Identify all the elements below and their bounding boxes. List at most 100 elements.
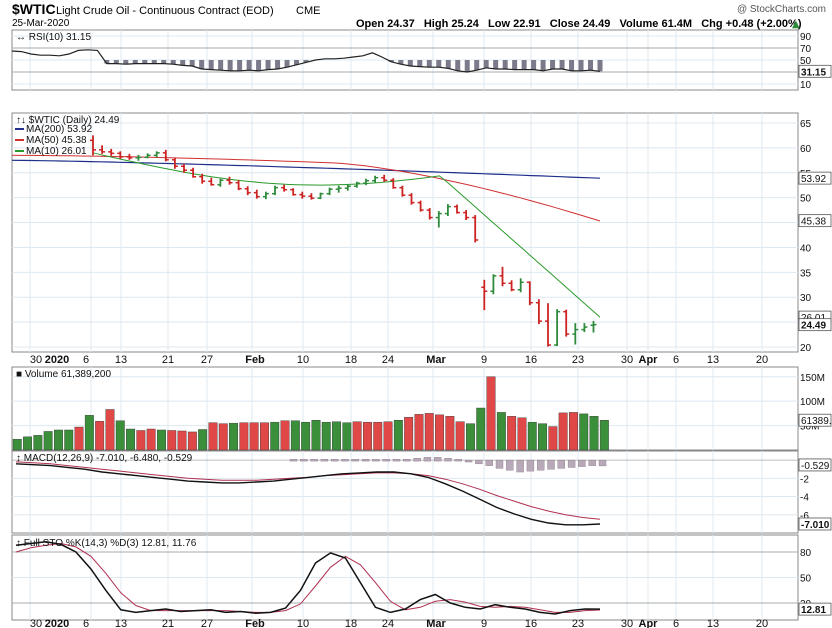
volume-bar: [393, 420, 403, 451]
x-axis-label: Feb: [245, 618, 265, 628]
macd-histogram-bar: [485, 459, 493, 466]
macd-histogram-bar: [403, 459, 411, 462]
volume-bar: [229, 422, 239, 451]
macd-histogram-bar: [547, 459, 555, 470]
macd-histogram-bar: [578, 459, 586, 467]
volume-bar: [43, 431, 53, 451]
macd-histogram-bar: [526, 459, 535, 472]
volume-bar: [538, 423, 547, 451]
x-axis-label: 6: [673, 618, 679, 628]
x-axis-label: 21: [162, 354, 174, 366]
value-tag-box: [798, 517, 832, 531]
volume-bar: [363, 421, 372, 451]
value-tag-box: [798, 458, 832, 472]
volume-bar: [115, 420, 125, 451]
ma10-line: [92, 152, 601, 318]
macd-histogram-bar: [320, 459, 329, 462]
macd-histogram-bar: [475, 459, 483, 465]
y-tick-label: 60: [800, 144, 812, 155]
volume-bar: [260, 422, 269, 451]
sto-value-label: 12.81: [801, 605, 826, 616]
volume-bar: [136, 430, 146, 451]
y-tick-label: 150M: [800, 373, 825, 384]
y-tick-label: 50M: [800, 422, 819, 433]
volume-bar: [239, 422, 249, 451]
x-axis-label: 20: [756, 618, 768, 628]
volume-bar: [414, 414, 424, 451]
volume-bar: [74, 426, 84, 451]
volume-bar: [301, 421, 311, 451]
macd-histogram-bar: [341, 459, 349, 462]
price-value-label: 24.49: [801, 321, 826, 332]
y-tick-label: 20: [800, 343, 812, 354]
chart-date: 25-Mar-2020: [12, 18, 70, 29]
value-tag-box: [798, 64, 832, 78]
macd-histogram-bar: [495, 459, 504, 469]
x-axis-label: 30: [30, 354, 42, 366]
volume-bar: [517, 417, 527, 451]
x-axis-label: 21: [162, 618, 174, 628]
macd-histogram-bar: [516, 459, 524, 473]
macd-histogram-bar: [413, 458, 421, 462]
volume-bar: [569, 412, 578, 451]
macd-value-label: -0.529: [801, 461, 830, 472]
x-axis-label: 27: [201, 354, 213, 366]
volume-bar: [496, 412, 506, 451]
x-axis-label: Apr: [639, 354, 659, 366]
panel-title-stochastic: ↕ Full STO %K(14,3) %D(3) 12.81, 11.76: [16, 538, 197, 549]
volume-bar: [95, 420, 105, 451]
x-axis-label: 30: [621, 618, 633, 628]
panel-title-macd: ↕ MACD(12,26,9) -7.010, -6.480, -0.529: [16, 453, 193, 464]
volume-bar: [435, 414, 444, 451]
x-axis-label: 13: [115, 354, 127, 366]
volume-bar: [54, 429, 63, 451]
volume-bar: [290, 420, 300, 451]
macd-histogram-bar: [537, 459, 545, 471]
y-tick-label: 50: [800, 194, 812, 205]
y-tick-label: 10: [800, 80, 812, 91]
price-value-label: 53.92: [801, 174, 826, 185]
macd-histogram-bar: [557, 459, 565, 469]
volume-bar: [12, 439, 22, 451]
rsi-value-label: 31.15: [801, 67, 826, 78]
macd-histogram-bar: [382, 459, 390, 462]
x-axis-label: 30: [621, 354, 633, 366]
volume-bar: [167, 430, 177, 451]
volume-bar: [280, 420, 290, 451]
x-axis-label: 23: [572, 354, 584, 366]
macd-value-label: -7.010: [801, 520, 830, 531]
chart-symbol: $WTIC: [12, 1, 56, 17]
volume-bar: [187, 431, 197, 451]
volume-bar: [455, 421, 465, 451]
y-tick-label: 65: [800, 119, 812, 130]
rsi-line: [11, 49, 601, 73]
x-axis-label: 24: [382, 354, 394, 366]
volume-bar: [342, 422, 352, 451]
volume-bar: [445, 416, 455, 451]
macd-histogram-bar: [567, 459, 576, 468]
macd-histogram-bar: [361, 459, 370, 462]
macd-histogram-bar: [289, 459, 298, 462]
quote-summary: Open 24.37 High 25.24 Low 22.91 Close 24…: [356, 18, 802, 30]
x-axis-label: 6: [83, 618, 89, 628]
macd-histogram-bar: [444, 458, 452, 462]
legend-entry: MA(10) 26.01: [26, 146, 87, 157]
macd-histogram-bar: [331, 459, 339, 462]
volume-bar: [126, 428, 136, 451]
macd-histogram-bar: [372, 459, 380, 462]
panel-title-price: ↑↓ $WTIC (Daily) 24.49: [16, 115, 120, 126]
volume-bar: [270, 421, 280, 451]
y-tick-label: -6: [800, 511, 809, 522]
volume-bar: [548, 426, 558, 451]
x-axis-label: 20: [756, 354, 768, 366]
macd-histogram-bar: [464, 459, 473, 463]
sto-k-line: [15, 541, 601, 615]
volume-bar: [321, 421, 331, 451]
volume-bar: [507, 416, 517, 451]
y-tick-label: 90: [800, 32, 812, 43]
volume-bar: [311, 420, 321, 451]
price-value-label: 45.38: [801, 217, 826, 228]
value-tag-box: [798, 214, 832, 228]
x-axis-label: 18: [345, 618, 357, 628]
